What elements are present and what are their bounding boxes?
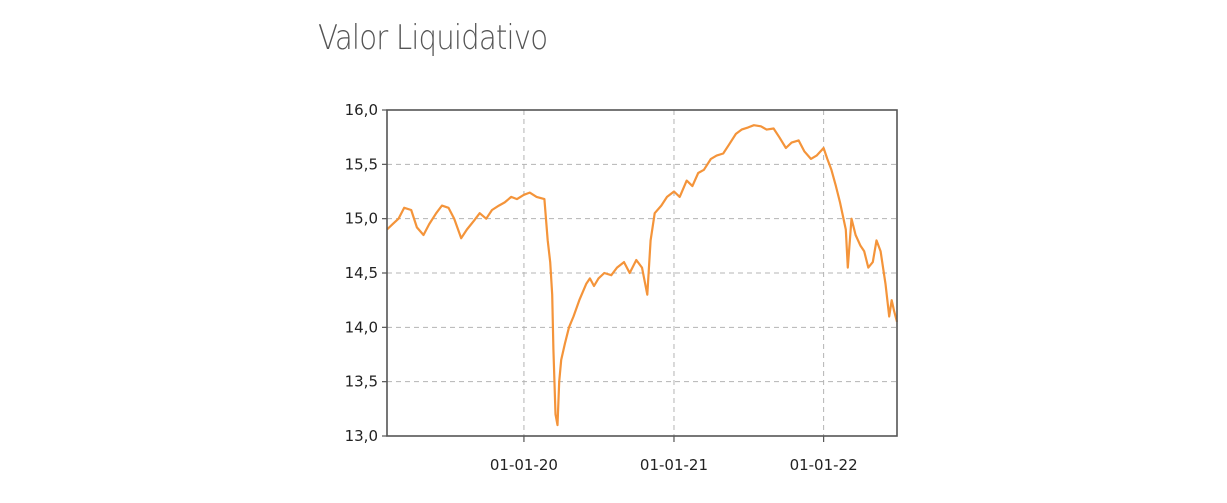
x-tick-label: 01-01-20 (490, 456, 558, 474)
y-tick-label: 14,5 (345, 264, 378, 282)
y-axis-ticks: 16,0 15,5 15,0 14,5 14,0 13,5 13,0 (345, 101, 387, 445)
y-tick-label: 14,0 (345, 318, 378, 336)
plot-frame (386, 109, 898, 437)
y-tick-label: 13,5 (345, 373, 378, 391)
chart-title: Valor Liquidativo (318, 18, 548, 58)
y-tick-label: 15,5 (345, 155, 378, 173)
y-tick-label: 15,0 (345, 210, 378, 228)
y-tick-label: 13,0 (345, 427, 378, 445)
x-tick-label: 01-01-21 (640, 456, 708, 474)
x-axis-ticks: 01-01-20 01-01-21 01-01-22 (490, 436, 858, 474)
x-tick-label: 01-01-22 (790, 456, 858, 474)
y-tick-label: 16,0 (345, 101, 378, 119)
series-line (386, 124, 899, 427)
